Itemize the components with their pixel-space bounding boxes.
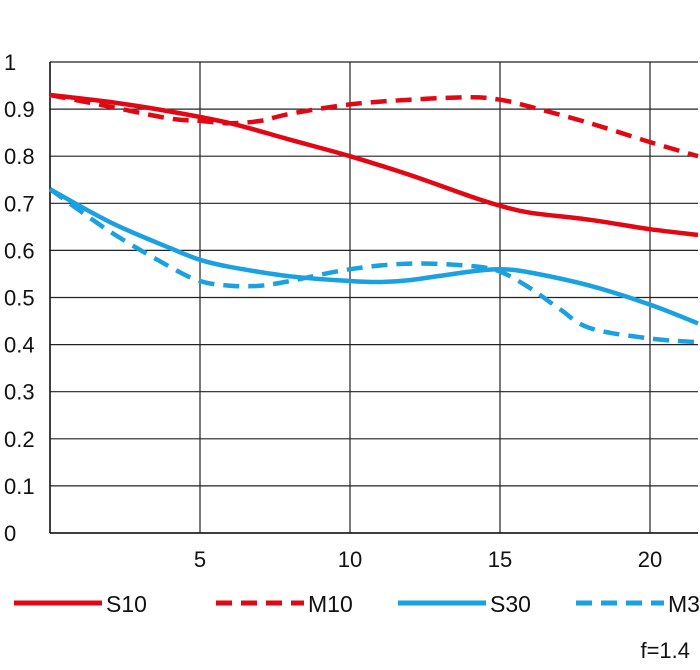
y-tick-label: 0.6 [4, 238, 35, 263]
x-tick-label: 5 [194, 547, 206, 572]
legend-label-s30: S30 [490, 591, 531, 617]
y-tick-label: 0.9 [4, 97, 35, 122]
grid [50, 61, 698, 534]
y-tick-label: 0.2 [4, 427, 35, 452]
y-tick-label: 0.7 [4, 191, 35, 216]
y-tick-label: 0.5 [4, 286, 35, 311]
legend-label-m10: M10 [308, 591, 353, 617]
legend-label-s10: S10 [106, 591, 147, 617]
series-line-m10 [49, 92, 699, 159]
series-line-s10 [49, 92, 699, 238]
y-tick-label: 0.1 [4, 474, 35, 499]
y-tick-label: 0.3 [4, 380, 35, 405]
y-tick-label: 1 [4, 50, 16, 75]
x-tick-label: 10 [338, 547, 362, 572]
y-tick-label: 0 [4, 521, 16, 546]
series-line-s30 [48, 187, 699, 326]
x-tick-label: 15 [488, 547, 512, 572]
y-tick-label: 0.8 [4, 144, 35, 169]
tick-labels: 00.10.20.30.40.50.60.70.80.915 10 15 20 [4, 50, 662, 572]
y-tick-label: 0.4 [4, 333, 35, 358]
series-line-m30 [48, 187, 699, 345]
aperture-note: f=1.4 [640, 638, 690, 663]
legend-label-m30: M30 [668, 591, 700, 617]
legend: S10 M10 S30 M30 [14, 591, 700, 617]
axes [49, 62, 698, 534]
series-lines [48, 92, 699, 345]
x-tick-label: 20 [638, 547, 662, 572]
